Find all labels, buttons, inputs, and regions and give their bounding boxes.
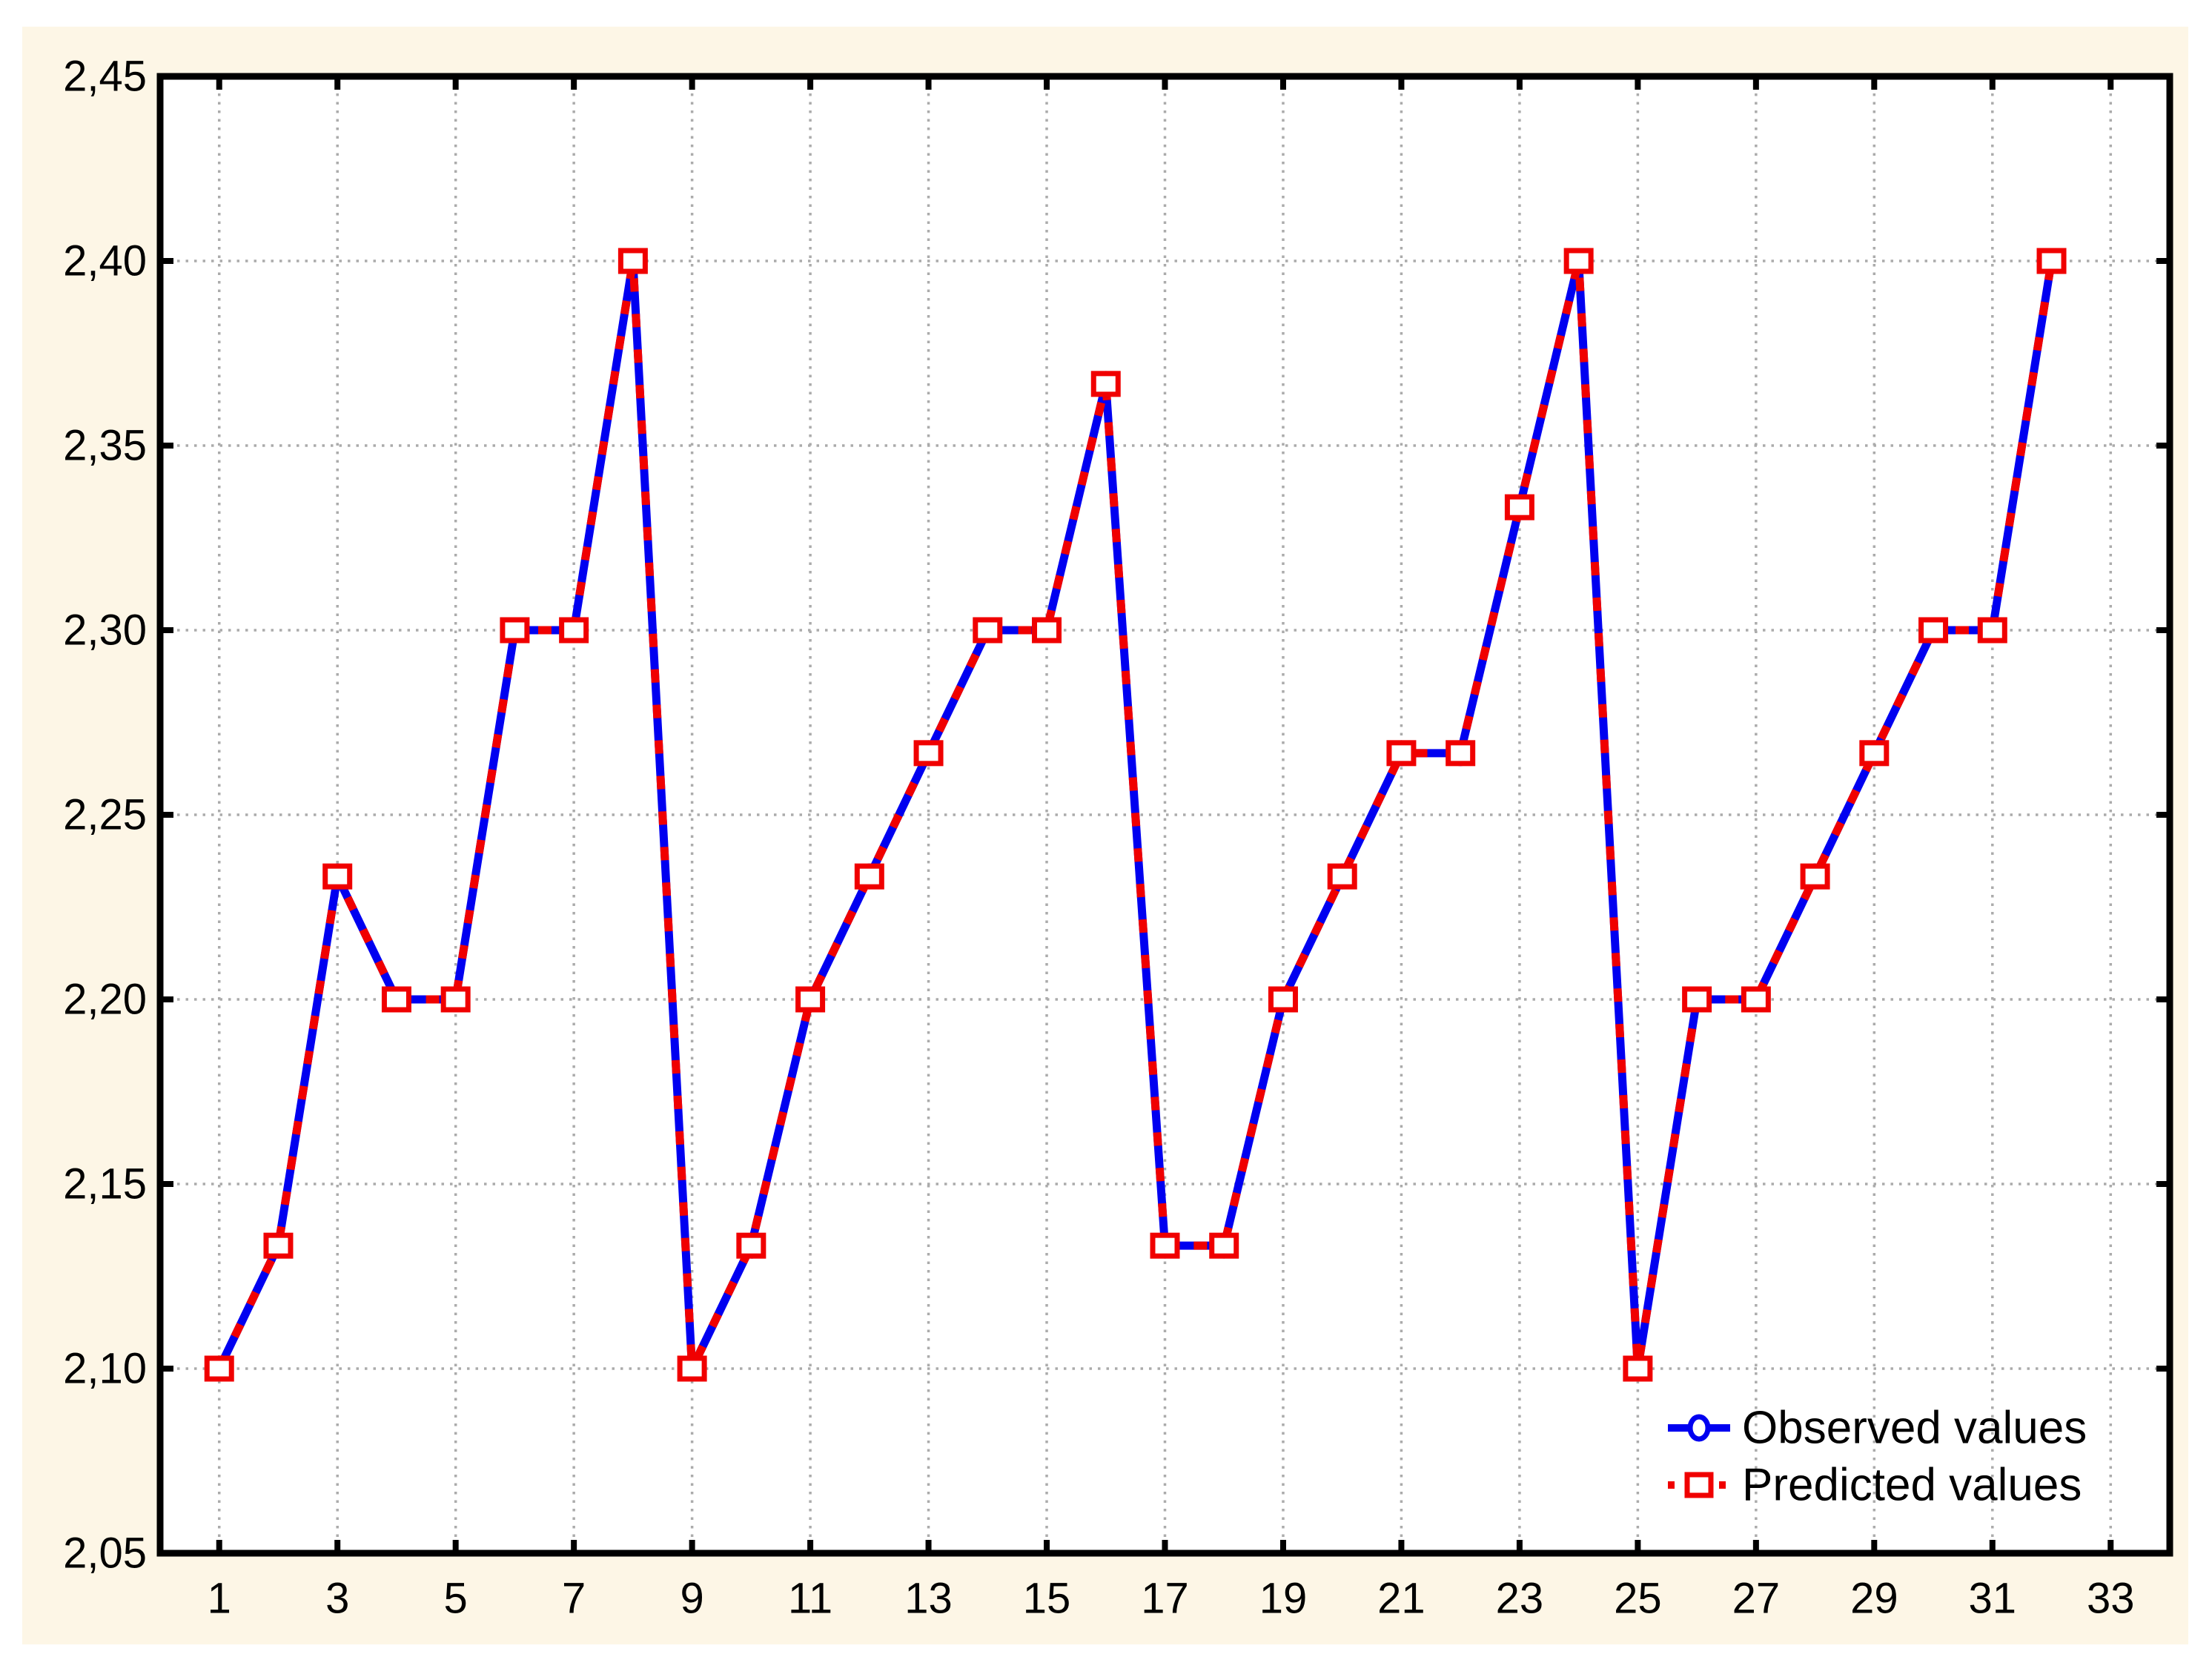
y-axis-tick-label: 2,25 [63, 791, 147, 839]
x-axis-tick-label: 15 [1023, 1575, 1071, 1623]
predicted-point-square-marker [559, 617, 589, 644]
legend-predicted-square-marker [1684, 1472, 1714, 1498]
x-axis-tick-label: 13 [904, 1575, 953, 1623]
predicted-point-square-marker [795, 986, 826, 1013]
y-axis-tick-label: 2,30 [63, 606, 147, 655]
predicted-values-line [215, 257, 2056, 1373]
y-axis-tick-label: 2,35 [63, 422, 147, 470]
predicted-point-square-marker [1623, 1355, 1653, 1382]
x-axis-tick-label: 25 [1614, 1575, 1662, 1623]
y-axis-tick-label: 2,15 [63, 1160, 147, 1208]
y-axis-tick-label: 2,05 [63, 1529, 147, 1578]
x-axis-tick-label: 1 [208, 1575, 231, 1623]
x-axis-tick-label: 5 [444, 1575, 468, 1623]
x-axis-tick-label: 31 [1969, 1575, 2017, 1623]
predicted-point-square-marker [1563, 248, 1594, 274]
predicted-point-square-marker [1504, 494, 1534, 520]
y-axis-tick-label: 2,20 [63, 976, 147, 1024]
predicted-point-square-marker [1446, 740, 1476, 767]
predicted-point-square-marker [322, 863, 353, 890]
predicted-point-square-marker [1327, 863, 1357, 890]
predicted-point-square-marker [617, 248, 648, 274]
legend-observed-label: Observed values [1742, 1403, 2087, 1454]
legend: Observed values Predicted values [1668, 1403, 2087, 1511]
data-point-markers [204, 248, 2067, 1382]
x-axis-tick-label: 19 [1259, 1575, 1308, 1623]
predicted-point-square-marker [1268, 986, 1298, 1013]
x-axis-tick-label: 7 [562, 1575, 586, 1623]
y-axis-tick-label: 2,45 [63, 53, 147, 101]
y-axis-tick-label: 2,40 [63, 237, 147, 285]
predicted-point-square-marker [973, 617, 1003, 644]
predicted-point-square-marker [1859, 740, 1890, 767]
x-axis-tick-label: 23 [1496, 1575, 1544, 1623]
x-axis-tick-label: 33 [2087, 1575, 2135, 1623]
x-axis-tick-label: 9 [680, 1575, 703, 1623]
legend-predicted-label: Predicted values [1742, 1460, 2082, 1511]
x-axis-tick-label: 27 [1732, 1575, 1781, 1623]
legend-observed-circle-marker [1687, 1414, 1711, 1442]
predicted-point-square-marker [381, 986, 411, 1013]
y-axis-tick-label: 2,10 [63, 1345, 147, 1393]
predicted-point-square-marker [1800, 863, 1830, 890]
predicted-point-square-marker [2036, 248, 2067, 274]
predicted-point-square-marker [440, 986, 471, 1013]
predicted-point-square-marker [677, 1355, 707, 1382]
predicted-point-square-marker [1682, 986, 1712, 1013]
x-axis-tick-labels: 1 3 5 7 9 11 13 15 17 19 21 23 25 27 29 31 33 [208, 1575, 2135, 1623]
predicted-point-square-marker [263, 1232, 294, 1259]
predicted-point-square-marker [854, 863, 884, 890]
legend-entry-predicted: Predicted values [1668, 1460, 2082, 1511]
x-axis-tick-label: 21 [1377, 1575, 1425, 1623]
predicted-point-square-marker [913, 740, 944, 767]
predicted-point-square-marker [1918, 617, 1949, 644]
predicted-point-square-marker [1386, 740, 1417, 767]
predicted-point-square-marker [1090, 371, 1121, 397]
x-axis-tick-label: 3 [325, 1575, 349, 1623]
predicted-point-square-marker [1032, 617, 1062, 644]
predicted-point-square-marker [1150, 1232, 1180, 1259]
x-axis-tick-label: 11 [788, 1575, 832, 1623]
predicted-point-square-marker [500, 617, 530, 644]
predicted-point-square-marker [736, 1232, 766, 1259]
predicted-point-square-marker [1741, 986, 1771, 1013]
predicted-point-square-marker [204, 1355, 234, 1382]
x-axis-tick-label: 29 [1850, 1575, 1898, 1623]
predicted-point-square-marker [1209, 1232, 1239, 1259]
x-axis-tick-label: 17 [1141, 1575, 1189, 1623]
y-axis-tick-labels: 2,05 2,10 2,15 2,20 2,25 2,30 2,35 2,40 2,45 [63, 53, 147, 1578]
plot-frame [156, 73, 2173, 1557]
legend-entry-observed: Observed values [1668, 1403, 2087, 1454]
gridlines [160, 76, 2170, 1553]
predicted-point-square-marker [1977, 617, 2007, 644]
